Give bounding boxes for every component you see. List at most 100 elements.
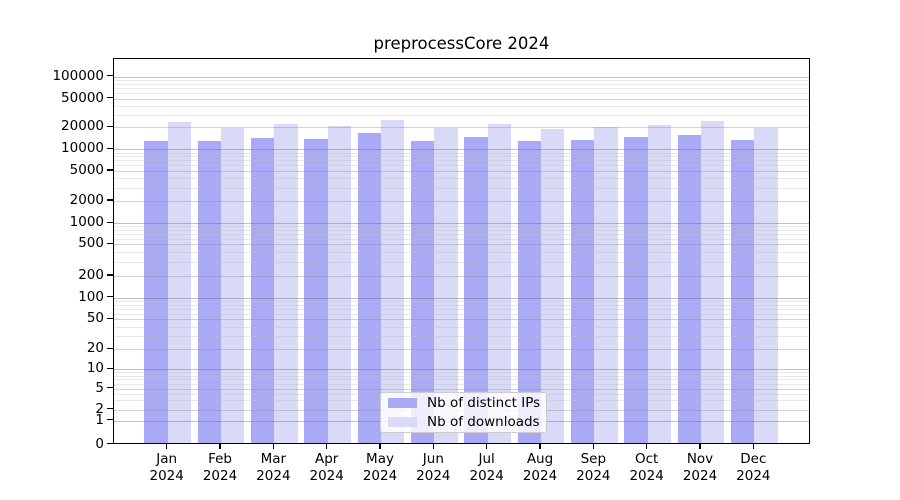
xtick-year-may: 2024 [362,467,398,484]
xtick-month-mar: Mar [260,451,287,467]
gridline-400 [114,252,809,254]
bar-distinct-ips-jul [464,136,488,443]
xtick-mark-sep [592,444,595,449]
bar-downloads-oct [647,124,671,443]
xtick-label-sep: Sep 2024 [561,451,625,484]
gridline-1000 [114,223,809,225]
xtick-label-jan: Jan 2024 [135,451,199,484]
xtick-month-jun: Jun [422,451,444,467]
gridline-70 [114,308,809,310]
ytick-label-100000: 100000 [52,67,104,84]
xtick-label-aug: Aug 2024 [508,451,572,484]
gridline-9 [114,372,809,374]
gridline-700 [114,234,809,236]
bar-distinct-ips-may [357,132,382,443]
gridline-20 [114,349,809,351]
xtick-month-feb: Feb [208,451,232,467]
xtick-month-sep: Sep [580,451,607,467]
ytick-label-50: 50 [86,310,104,327]
ytick-mark-100000 [107,74,113,77]
ytick-label-10: 10 [86,360,104,377]
xtick-year-oct: 2024 [629,467,664,484]
gridline-60 [114,313,809,315]
legend-label-downloads: Nb of downloads [427,414,540,430]
xtick-label-apr: Apr 2024 [295,451,359,484]
xtick-label-feb: Feb 2024 [188,451,252,484]
bar-downloads-may [381,120,405,443]
xtick-mark-mar [272,444,275,449]
gridline-8 [114,375,809,377]
xtick-month-aug: Aug [526,451,554,467]
ytick-label-200: 200 [78,267,104,283]
gridline-7000 [114,160,809,162]
ytick-mark-50 [107,317,113,320]
xtick-month-nov: Nov [686,451,714,467]
gridline-600 [114,238,809,240]
legend-swatch-downloads [388,417,417,427]
gridline-7 [114,379,809,381]
xtick-mark-jul [485,444,488,449]
ytick-mark-50000 [107,96,113,99]
gridline-900 [114,226,809,228]
ytick-mark-20000 [107,125,113,128]
xtick-year-jun: 2024 [416,467,451,484]
xtick-mark-aug [539,444,541,449]
xtick-label-oct: Oct 2024 [615,451,679,484]
bar-downloads-nov [701,120,725,443]
xtick-year-jan: 2024 [149,467,184,484]
gridline-20000 [114,127,809,129]
ytick-label-5: 5 [95,379,104,396]
ytick-mark-200 [107,274,113,276]
gridline-100000 [114,76,809,78]
gridline-40 [114,326,809,328]
ytick-label-0: 0 [95,435,104,452]
xtick-year-aug: 2024 [522,467,558,484]
gridline-70000 [114,88,809,90]
xtick-year-dec: 2024 [736,467,771,484]
gridline-9000 [114,152,809,154]
bar-downloads-dec [754,127,778,443]
ytick-label-2: 2 [95,400,104,417]
ytick-mark-100 [107,295,113,298]
ytick-label-1: 1 [95,411,104,428]
xtick-month-may: May [366,451,394,467]
bar-distinct-ips-jun [411,140,435,443]
xtick-mark-jun [432,444,435,449]
bar-downloads-aug [541,128,565,443]
ytick-label-100: 100 [78,288,104,305]
gridline-90 [114,300,809,302]
gridline-80000 [114,83,809,85]
ytick-mark-2000 [107,199,113,201]
xtick-label-dec: Dec 2024 [721,451,785,484]
bar-downloads-sep [594,127,618,443]
gridline-50 [114,319,809,321]
xtick-label-nov: Nov 2024 [668,451,732,484]
xtick-month-oct: Oct [634,451,659,467]
xtick-year-sep: 2024 [576,467,611,484]
xtick-year-nov: 2024 [682,467,718,484]
xtick-label-jul: Jul 2024 [455,451,519,484]
gridline-2000 [114,201,809,202]
gridline-40000 [114,105,809,107]
ytick-mark-2 [107,407,113,410]
xtick-year-apr: 2024 [309,467,344,484]
xtick-month-jan: Jan [156,451,178,467]
legend: Nb of distinct IPs Nb of downloads [380,392,547,433]
gridline-3000 [114,187,809,189]
bar-downloads-apr [327,126,351,443]
gridline-300 [114,261,809,263]
ytick-label-20: 20 [86,340,104,357]
ytick-mark-10 [107,367,113,370]
gridline-100 [114,297,809,299]
xtick-mark-feb [219,444,221,449]
gridline-30000 [114,114,809,116]
legend-item-distinct-ips: Nb of distinct IPs [388,394,546,413]
bar-distinct-ips-apr [304,138,328,443]
legend-item-downloads: Nb of downloads [388,413,546,432]
bar-distinct-ips-sep [571,140,595,443]
gridline-500 [114,244,809,246]
ytick-label-1000: 1000 [69,214,104,231]
bar-distinct-ips-mar [251,137,275,443]
bar-downloads-jul [487,124,511,443]
